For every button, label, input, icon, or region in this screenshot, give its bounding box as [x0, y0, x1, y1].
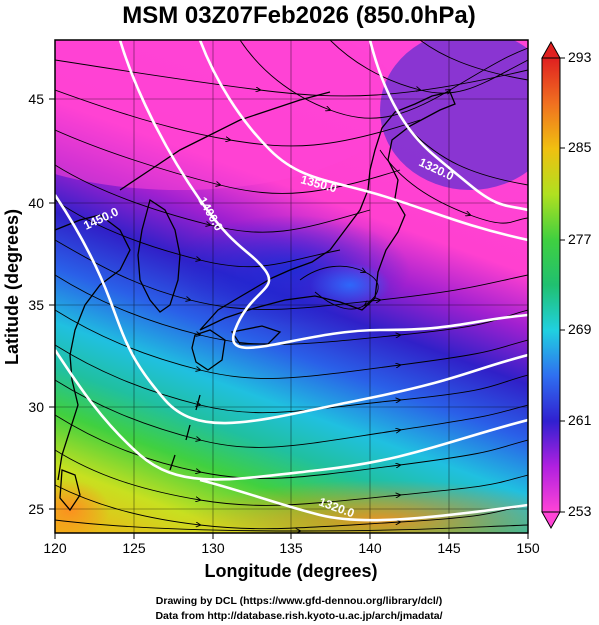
colorbar-tick-label: 285: [568, 139, 592, 155]
magenta-north: [55, 40, 400, 190]
lon-tick-label: 145: [437, 540, 461, 556]
lon-tick-label: 135: [279, 540, 303, 556]
lat-tick-label: 35: [28, 297, 44, 313]
lat-tick-label: 40: [28, 195, 44, 211]
korea-coastline: [137, 198, 181, 313]
x-axis-title: Longitude (degrees): [204, 561, 377, 581]
contour-1450: [55, 194, 528, 425]
colorbar-scale: [541, 57, 561, 513]
orange-warm-region-west: [55, 480, 110, 533]
contour-1500: [55, 349, 528, 481]
lat-tick-label: 25: [28, 501, 44, 517]
lon-tick-label: 130: [201, 540, 225, 556]
colorbar-tick-label: 253: [568, 503, 592, 519]
lat-tick-label: 30: [28, 399, 44, 415]
geopotential-contours: [55, 40, 528, 522]
colorbar-tick-label: 261: [568, 412, 592, 428]
lon-tick-label: 120: [43, 540, 67, 556]
contour-1520-south: [199, 478, 528, 522]
colorbar-tick-label: 277: [568, 231, 592, 247]
chart-title: MSM 03Z07Feb2026 (850.0hPa): [122, 2, 476, 29]
contour-1350: [198, 40, 528, 242]
lat-tick-label: 45: [28, 91, 44, 107]
lon-tick-label: 125: [122, 540, 146, 556]
y-axis-title: Latitude (degrees): [2, 209, 22, 365]
lon-tick-label: 140: [358, 540, 382, 556]
credit-line-1: Drawing by DCL (https://www.gfd-dennou.o…: [156, 595, 442, 607]
colorbar: [541, 40, 565, 530]
colorbar-tick-label: 269: [568, 321, 592, 337]
contour-1320-north: [368, 40, 528, 212]
blue-northeast: [380, 40, 528, 190]
taiwan-coastline: [59, 469, 81, 512]
colorbar-top-arrow: [541, 40, 561, 59]
credit-line-2: Data from http://database.rish.kyoto-u.a…: [155, 610, 442, 622]
wind-streamlines: [55, 40, 528, 531]
colorbar-tick-label: 293: [568, 49, 592, 65]
axis-tick-marks: [49, 98, 529, 539]
map-plot: 1320.0 1350.0 1400.0 1450.0 1320.0: [55, 40, 528, 533]
colorbar-tick-marks: [560, 57, 565, 513]
lon-tick-label: 150: [516, 540, 540, 556]
colorbar-bottom-arrow: [541, 511, 561, 530]
contour-1400: [118, 40, 528, 350]
map-grid: [55, 40, 528, 533]
